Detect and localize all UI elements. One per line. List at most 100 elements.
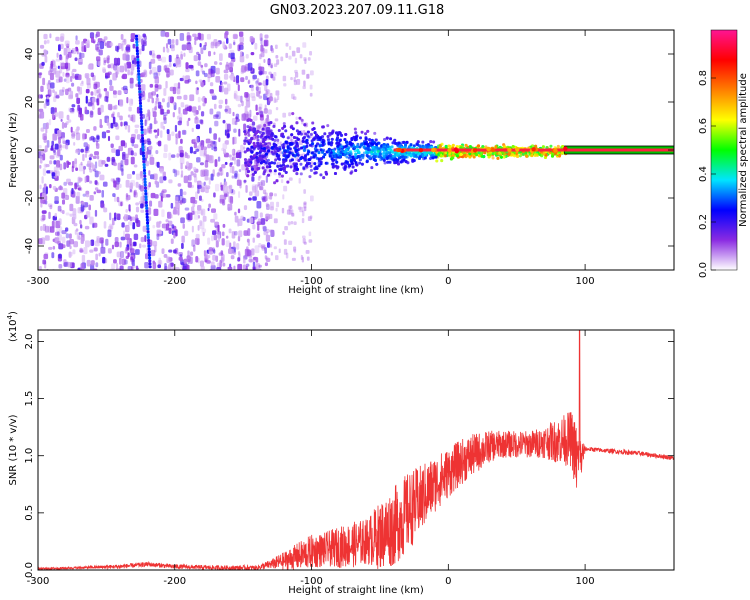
spectrogram-streak-cell (144, 195, 148, 199)
spectrogram-cell (80, 203, 85, 212)
spectrogram-cell (274, 98, 279, 103)
spectrogram-cell (338, 155, 342, 159)
spectrogram-cell (247, 169, 251, 173)
spectrogram-cell (158, 257, 161, 264)
spectrogram-cell (133, 164, 138, 168)
spectrogram-cell (274, 158, 278, 162)
spectrogram-cell (244, 268, 248, 270)
spectrogram-cell (101, 160, 106, 165)
spectrogram-cell (508, 151, 512, 155)
spectrogram-cell (187, 43, 192, 50)
spectrogram-cell (195, 80, 198, 85)
spectrogram-cell (264, 142, 268, 146)
spectrogram-cell (219, 85, 224, 93)
spectrogram-cell (85, 40, 90, 49)
spectrogram-cell (212, 230, 217, 236)
spectrogram-cell (266, 203, 270, 211)
spectrogram-cell (195, 136, 199, 144)
spectrogram-cell (160, 108, 165, 115)
snr-line (38, 330, 674, 570)
spectrogram-cell (160, 130, 163, 138)
spectrogram-cell (280, 56, 284, 62)
spectrogram-cell (100, 203, 106, 209)
spectrogram-x-tick-label: 0 (445, 276, 451, 287)
spectrogram-cell (262, 172, 266, 176)
spectrogram-cell (125, 153, 129, 159)
spectrogram-cell (167, 211, 172, 219)
spectrogram-cell (84, 176, 87, 183)
spectrogram-cell (383, 161, 387, 165)
spectrogram-cell (64, 194, 70, 201)
spectrogram-cell (120, 201, 123, 207)
spectrogram-cell (180, 162, 183, 170)
spectrogram-cell (222, 41, 226, 49)
spectrogram-cell (191, 239, 195, 247)
spectrogram-cell (274, 118, 279, 122)
spectrogram-cell (172, 101, 176, 106)
spectrogram-cell (149, 154, 154, 158)
spectrogram-cell (262, 80, 267, 86)
spectrogram-streak-cell (135, 49, 139, 53)
spectrogram-cell (288, 240, 293, 245)
spectrogram-cell (365, 160, 369, 164)
spectrogram-cell (345, 160, 349, 164)
spectrogram-cell (286, 155, 290, 159)
spectrogram-cell (95, 43, 99, 51)
spectrogram-cell (274, 135, 278, 139)
spectrogram-cell (237, 103, 242, 108)
snr-frame (37, 329, 675, 571)
spectrogram-cell (65, 88, 69, 96)
spectrogram-cell (260, 180, 266, 187)
spectrogram-cell (117, 162, 122, 171)
spectrogram-cell (90, 36, 95, 44)
spectrogram-cell (231, 118, 237, 125)
spectrogram-cell (266, 89, 270, 95)
spectrogram-cell (231, 175, 235, 179)
spectrogram-cell (438, 145, 442, 149)
spectrogram-cell (193, 150, 197, 155)
spectrogram-cell (279, 168, 283, 172)
spectrogram-cell (90, 111, 94, 116)
spectrogram-cell (48, 87, 53, 95)
spectrogram-cell (218, 99, 224, 104)
spectrogram-cell (350, 161, 354, 165)
spectrogram-cell (101, 190, 105, 198)
spectrogram-cell (229, 196, 234, 204)
spectrogram-cell (258, 151, 262, 155)
spectrogram-cell (275, 207, 278, 212)
spectrogram-cell (76, 185, 81, 190)
spectrogram-cell (168, 249, 173, 253)
spectrogram-cell (354, 131, 358, 135)
spectrogram-cell (319, 157, 323, 161)
spectrogram-streak-cell (137, 69, 141, 73)
spectrogram-cell (80, 267, 85, 270)
spectrogram-streak-cell (138, 101, 142, 105)
spectrogram-cell (173, 232, 176, 239)
spectrogram-cell (140, 209, 145, 213)
spectrogram-cell (44, 235, 50, 241)
spectrogram-cell (216, 111, 221, 120)
spectrogram-cell (243, 179, 247, 183)
spectrogram-cell (356, 142, 360, 146)
spectrogram-cell (97, 38, 103, 43)
spectrogram-cell (255, 256, 259, 263)
spectrogram-cell (92, 268, 98, 270)
spectrogram-cell (268, 195, 273, 200)
spectrogram-cell (166, 109, 170, 114)
spectrogram-cell (289, 205, 293, 210)
spectrogram-cell (55, 231, 60, 236)
spectrogram-cell (258, 95, 263, 99)
spectrogram-cell (210, 140, 214, 147)
spectrogram-cell (215, 255, 219, 263)
spectrogram-cell (252, 144, 256, 148)
spectrogram-cell (280, 174, 284, 178)
spectrogram-cell (42, 133, 47, 141)
spectrogram-cell (170, 238, 174, 244)
spectrogram-cell (330, 137, 334, 141)
spectrogram-cell (187, 174, 192, 181)
spectrogram-cell (382, 148, 386, 152)
spectrogram-cell (63, 162, 67, 170)
spectrogram-cell (222, 262, 226, 267)
spectrogram-cell (294, 162, 298, 166)
spectrogram-cell (88, 204, 91, 211)
